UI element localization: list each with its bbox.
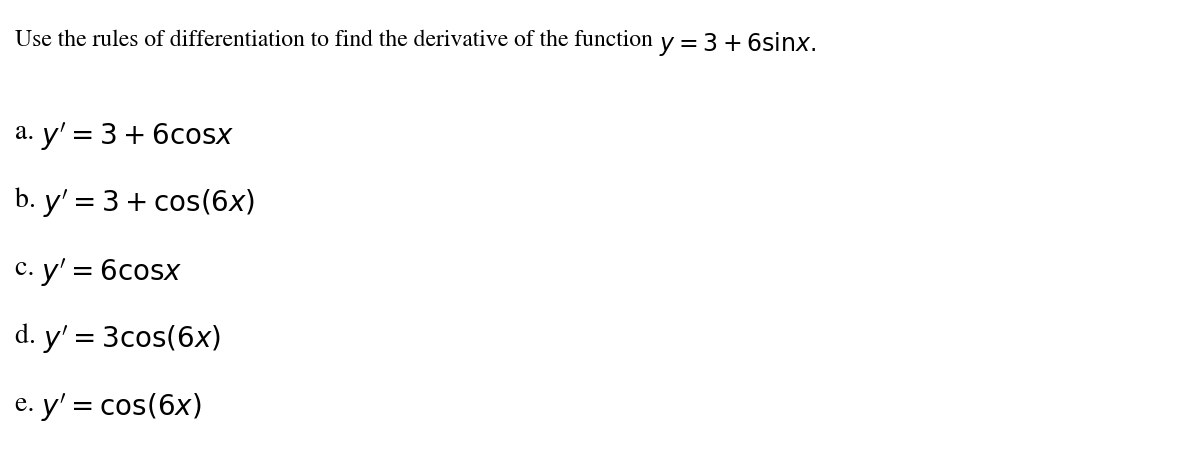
Text: $y' = 3 + 6\mathrm{cos}x$: $y' = 3 + 6\mathrm{cos}x$ bbox=[41, 120, 234, 153]
Text: $y = 3 + 6\mathrm{sin}x.$: $y = 3 + 6\mathrm{sin}x.$ bbox=[659, 30, 816, 58]
Text: e.: e. bbox=[14, 392, 41, 417]
Text: a.: a. bbox=[14, 120, 41, 145]
Text: $y' = 3\cos(6x)$: $y' = 3\cos(6x)$ bbox=[43, 324, 221, 356]
Text: $y' = \cos(6x)$: $y' = \cos(6x)$ bbox=[41, 392, 202, 424]
Text: $y' = 6\mathrm{cos}x$: $y' = 6\mathrm{cos}x$ bbox=[41, 256, 184, 289]
Text: d.: d. bbox=[14, 324, 43, 349]
Text: Use the rules of differentiation to find the derivative of the function: Use the rules of differentiation to find… bbox=[14, 30, 659, 51]
Text: $y' = 3 + \cos(6x)$: $y' = 3 + \cos(6x)$ bbox=[43, 188, 256, 220]
Text: b.: b. bbox=[14, 188, 43, 213]
Text: c.: c. bbox=[14, 256, 41, 281]
